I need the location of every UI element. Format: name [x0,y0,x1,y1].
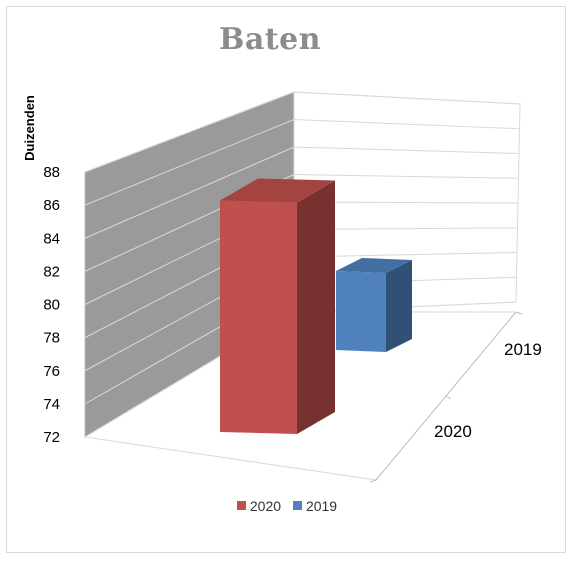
bar-2020-top [220,178,335,203]
y-tick-label: 72 [43,429,60,446]
bar-2020-side [297,180,335,434]
chart-title: Baten [218,22,322,57]
legend-label-2019: 2019 [305,497,338,514]
side-gridline [84,119,295,206]
back-gridline [293,119,520,130]
legend-item-2020: 2020 [236,497,282,514]
legend-swatch-2020 [236,501,246,510]
side-gridline [84,146,295,239]
depth-tick [515,311,523,315]
bar-2019-front [336,270,386,352]
bar-2019-side [386,259,412,352]
category-label: 2019 [504,340,542,359]
y-tick-label: 82 [43,263,60,280]
back-gridline [293,174,519,179]
back-gridline [293,91,521,105]
y-tick-label: 76 [43,363,60,380]
depth-tick [369,479,377,483]
legend-item-2019: 2019 [292,497,338,514]
bar-2020-front [220,200,297,434]
y-tick-label: 78 [43,330,60,347]
y-tick-label: 88 [43,164,60,181]
y-tick-label: 80 [43,297,60,314]
depth-tick [445,395,452,400]
legend: 2020 2019 [0,497,574,514]
y-tick-label: 84 [43,230,60,247]
category-label: 2020 [434,422,472,441]
y-tick-label: 86 [43,197,60,214]
back-gridline [293,146,520,154]
legend-label-2020: 2020 [249,497,282,514]
bar-2019-top [336,257,412,273]
side-gridline [84,91,295,173]
y-tick-label: 74 [43,396,60,413]
y-axis-label: Duizenden [22,95,37,161]
legend-swatch-2019 [292,501,302,510]
